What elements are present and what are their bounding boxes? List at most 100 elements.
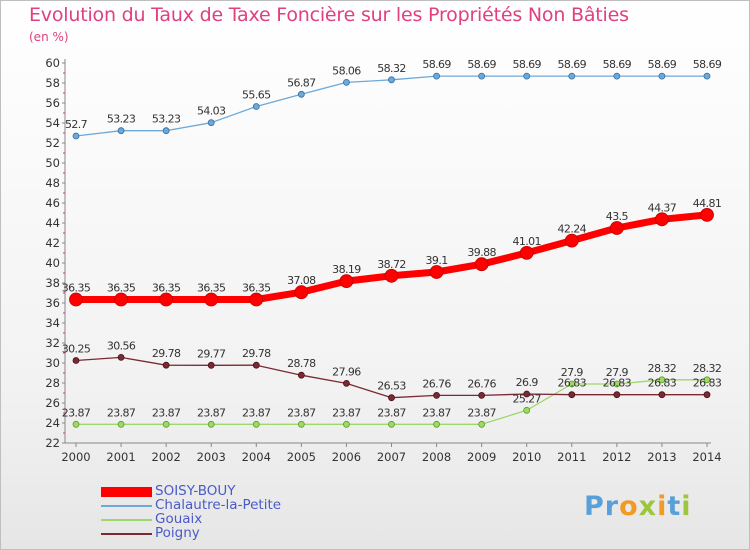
data-label: 53.23 (152, 113, 181, 126)
data-point (478, 391, 486, 399)
legend-swatch (101, 519, 152, 521)
data-label: 58.69 (648, 58, 677, 71)
data-point (703, 391, 711, 399)
data-label: 27.9 (561, 366, 584, 379)
data-label: 26.83 (648, 377, 677, 390)
data-label: 56.87 (287, 76, 316, 89)
data-point (343, 420, 350, 428)
data-label: 41.01 (512, 235, 541, 248)
data-label: 43.5 (606, 210, 629, 223)
data-point (429, 265, 444, 279)
data-point (72, 420, 80, 428)
data-label: 27.96 (332, 365, 361, 378)
data-label: 58.69 (603, 58, 632, 71)
data-label: 26.83 (558, 377, 587, 390)
data-label: 26.53 (377, 380, 406, 393)
data-label: 38.19 (332, 263, 361, 276)
data-label: 28.32 (648, 362, 677, 375)
data-point (388, 394, 395, 402)
legend-label: Gouaix (155, 511, 203, 527)
data-point (343, 379, 350, 387)
data-point (568, 380, 576, 388)
data-point (478, 420, 486, 428)
x-tick-label: 2005 (287, 450, 316, 464)
x-tick-label: 2008 (422, 450, 451, 464)
legend-label: Chalautre-la-Petite (155, 497, 282, 513)
y-tick-label: 30 (45, 356, 60, 370)
data-label: 26.83 (693, 377, 722, 390)
data-point (159, 292, 174, 307)
data-point (117, 353, 125, 361)
data-point (207, 119, 215, 127)
y-tick-label: 22 (45, 436, 60, 450)
data-label: 23.87 (197, 406, 226, 419)
data-point (655, 212, 669, 227)
y-tick-label: 40 (45, 256, 60, 270)
x-tick-label: 2009 (467, 450, 496, 464)
data-point (69, 292, 83, 307)
data-label: 37.08 (287, 274, 316, 287)
data-point (658, 391, 666, 399)
data-label: 58.06 (332, 64, 361, 77)
data-label: 23.87 (62, 406, 91, 419)
x-tick-label: 2010 (512, 450, 541, 464)
x-tick-label: 2007 (377, 450, 406, 464)
series-lines (69, 72, 714, 428)
x-tick-label: 2001 (106, 450, 135, 464)
data-label: 26.76 (467, 377, 496, 390)
legend-label: Poigny (155, 525, 200, 541)
data-point (252, 103, 260, 110)
data-point (294, 285, 309, 300)
data-label: 36.35 (197, 282, 226, 295)
x-tick-label: 2003 (197, 450, 226, 464)
data-point (523, 72, 531, 80)
y-tick-label: 38 (45, 276, 60, 290)
data-label: 23.87 (422, 406, 451, 419)
axes: 22 24 26 28 30 32 34 36 38 40 42 44 46 48 50 52 54 56 58 60… (45, 56, 721, 464)
data-point (162, 420, 170, 428)
data-label: 44.81 (693, 197, 722, 210)
y-tick-label: 36 (45, 296, 60, 310)
data-label: 58.69 (422, 58, 451, 71)
x-tick-label: 2013 (647, 450, 676, 464)
data-point (388, 420, 395, 428)
y-tick-label: 54 (45, 116, 60, 130)
data-label: 28.78 (287, 357, 316, 370)
data-point (433, 391, 440, 399)
data-point (613, 391, 621, 399)
data-label: 58.69 (693, 58, 722, 71)
data-label: 38.72 (377, 258, 406, 271)
data-point (433, 72, 440, 80)
data-label: 58.69 (512, 58, 541, 71)
data-label: 44.37 (648, 201, 677, 214)
data-label: 39.88 (467, 246, 496, 259)
data-point (568, 72, 576, 80)
y-tick-label: 28 (45, 376, 60, 390)
data-label: 30.25 (62, 343, 91, 356)
y-tick-label: 32 (45, 336, 60, 350)
data-point (613, 72, 621, 80)
data-point (478, 72, 486, 80)
x-tick-label: 2012 (602, 450, 631, 464)
data-point (72, 132, 80, 140)
y-tick-label: 50 (45, 156, 60, 170)
x-tick-label: 2011 (557, 450, 586, 464)
data-label: 23.87 (152, 406, 181, 419)
data-point (703, 376, 711, 384)
data-point (162, 361, 170, 369)
data-point (207, 420, 215, 428)
data-point (339, 274, 354, 289)
data-label: 29.78 (242, 347, 271, 360)
data-point (613, 380, 621, 388)
data-point (568, 391, 576, 399)
data-point (117, 127, 125, 135)
data-label: 58.69 (558, 58, 587, 71)
data-point (117, 420, 125, 428)
data-label: 53.23 (107, 113, 136, 126)
data-point (114, 292, 128, 307)
legend-label: SOISY-BOUY (155, 483, 236, 499)
data-label: 58.69 (467, 58, 496, 71)
chart-title: Evolution du Taux de Taxe Foncière sur l… (29, 4, 629, 26)
data-label: 54.03 (197, 105, 226, 118)
